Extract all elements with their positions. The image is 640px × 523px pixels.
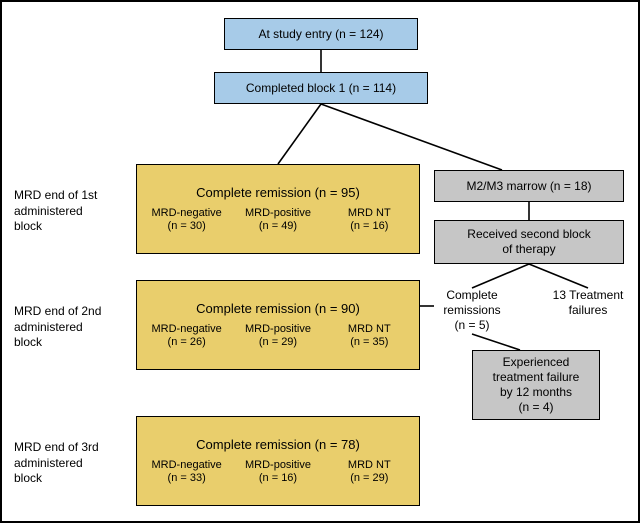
node-line: by 12 months <box>500 385 572 400</box>
node-treatment-failures-13: 13 Treatment failures <box>542 288 634 318</box>
node-line: Experienced <box>503 355 570 370</box>
node-line: treatment failure <box>493 370 580 385</box>
mrd-negative: MRD-negative(n = 26) <box>143 323 230 349</box>
row-label-mrd-3rd: MRD end of 3rd administered block <box>14 440 99 487</box>
node-label: Completed block 1 (n = 114) <box>246 81 396 96</box>
node-label: At study entry (n = 124) <box>258 27 383 42</box>
row-label-mrd-2nd: MRD end of 2nd administered block <box>14 304 101 351</box>
mrd-row: MRD-negative(n = 30) MRD-positive(n = 49… <box>137 207 419 233</box>
node-completed-block1: Completed block 1 (n = 114) <box>214 72 428 104</box>
cr-title: Complete remission (n = 95) <box>196 185 360 201</box>
mrd-nt: MRD NT(n = 35) <box>326 323 413 349</box>
node-label: M2/M3 marrow (n = 18) <box>466 179 591 194</box>
node-experienced-failure: Experienced treatment failure by 12 mont… <box>472 350 600 420</box>
mrd-nt: MRD NT(n = 16) <box>326 207 413 233</box>
mrd-negative: MRD-negative(n = 33) <box>143 459 230 485</box>
mrd-positive: MRD-positive(n = 29) <box>234 323 321 349</box>
node-second-block: Received second block of therapy <box>434 220 624 264</box>
mrd-positive: MRD-positive(n = 16) <box>234 459 321 485</box>
row-label-mrd-1st: MRD end of 1st administered block <box>14 188 97 235</box>
node-cr1: Complete remission (n = 95) MRD-negative… <box>136 164 420 254</box>
mrd-row: MRD-negative(n = 33) MRD-positive(n = 16… <box>137 459 419 485</box>
cr-title: Complete remission (n = 90) <box>196 301 360 317</box>
node-complete-remissions-n5: Complete remissions (n = 5) <box>434 288 510 333</box>
mrd-positive: MRD-positive(n = 49) <box>234 207 321 233</box>
node-cr3: Complete remission (n = 78) MRD-negative… <box>136 416 420 506</box>
mrd-nt: MRD NT(n = 29) <box>326 459 413 485</box>
mrd-row: MRD-negative(n = 26) MRD-positive(n = 29… <box>137 323 419 349</box>
mrd-negative: MRD-negative(n = 30) <box>143 207 230 233</box>
node-study-entry: At study entry (n = 124) <box>224 18 418 50</box>
cr-title: Complete remission (n = 78) <box>196 437 360 453</box>
node-m2m3-marrow: M2/M3 marrow (n = 18) <box>434 170 624 202</box>
flowchart-canvas: At study entry (n = 124) Completed block… <box>0 0 640 523</box>
node-line: Received second block <box>467 227 590 242</box>
node-line: (n = 4) <box>518 400 553 415</box>
node-line: of therapy <box>502 242 555 257</box>
node-cr2: Complete remission (n = 90) MRD-negative… <box>136 280 420 370</box>
